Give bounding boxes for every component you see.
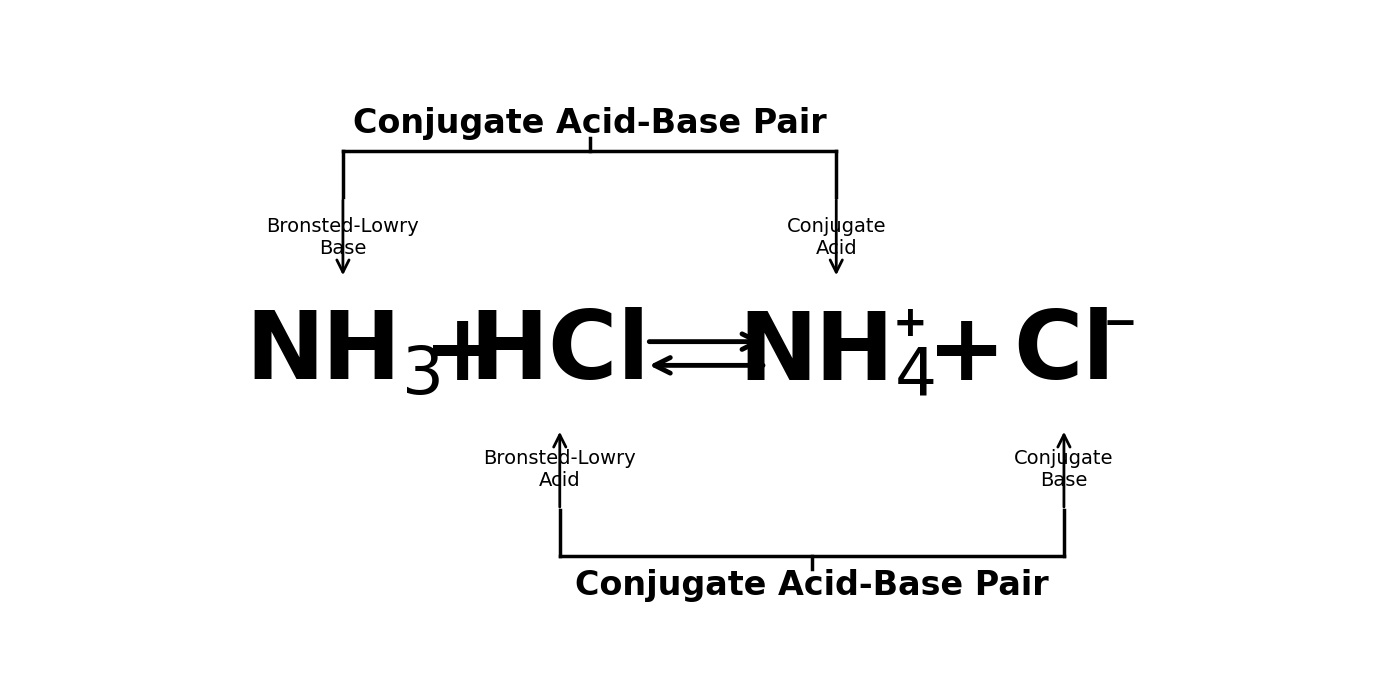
Text: Bronsted-Lowry
Base: Bronsted-Lowry Base [267, 217, 420, 258]
Text: Conjugate
Acid: Conjugate Acid [786, 217, 886, 258]
Text: +: + [926, 307, 1006, 400]
Text: +: + [893, 303, 928, 345]
Text: −: − [1102, 303, 1137, 345]
Text: +: + [422, 307, 502, 400]
Text: Cl: Cl [1013, 307, 1115, 400]
Text: Conjugate Acid-Base Pair: Conjugate Acid-Base Pair [353, 107, 827, 140]
Text: Conjugate
Base: Conjugate Base [1014, 449, 1114, 490]
Text: NH$_4$: NH$_4$ [737, 307, 935, 400]
Text: HCl: HCl [470, 307, 651, 400]
Text: Bronsted-Lowry
Acid: Bronsted-Lowry Acid [484, 449, 637, 490]
Text: NH$_3$: NH$_3$ [245, 307, 441, 400]
Text: Conjugate Acid-Base Pair: Conjugate Acid-Base Pair [575, 569, 1049, 602]
